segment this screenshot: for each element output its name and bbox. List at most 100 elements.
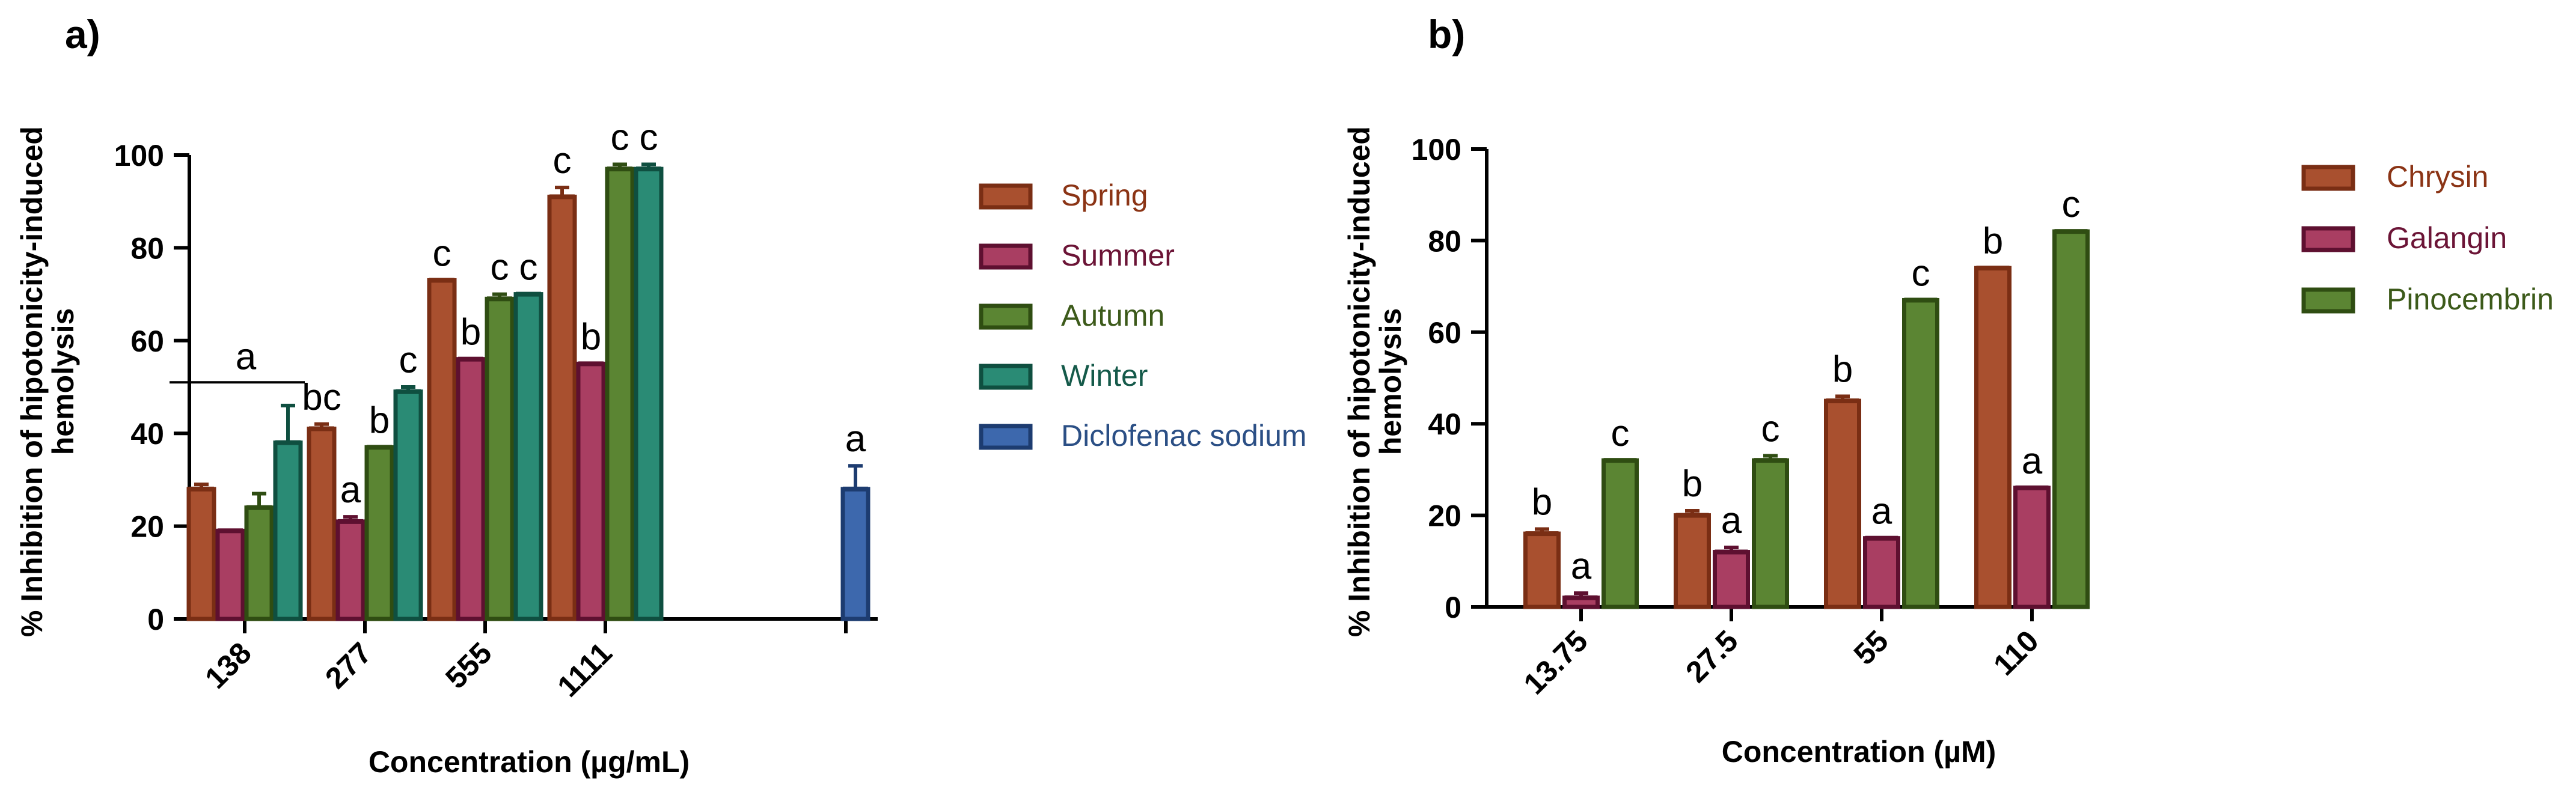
y-axis-title: hemolysis [1374,308,1407,455]
x-tick-label: 55 [1847,624,1895,671]
significance-letter: c [2062,184,2081,225]
bar-pinocembrin [1902,297,1939,609]
bar-top-edge [338,519,363,524]
y-tick-label: 40 [130,417,164,451]
x-tick-label: 555 [439,636,498,695]
y-axis-title: % Inhibition of hipotonicity-induced [1342,126,1376,637]
bar-top-edge [1754,458,1787,463]
y-tick-label: 80 [130,231,164,265]
bar-spring [547,194,577,621]
bar-chrysin [1523,531,1561,609]
bar-spring [186,487,216,621]
y-tick-label: 20 [130,510,164,544]
legend-swatch [2301,165,2355,191]
bar-galangin [1713,550,1750,609]
bar-galangin [2013,486,2051,609]
y-axis-title: % Inhibition of hipotonicity-induced [15,126,49,637]
bar-autumn [364,445,394,621]
significance-letter: b [460,312,481,353]
bar-winter [393,389,423,621]
bar-top-edge [1525,531,1559,537]
bar-top-edge [516,291,541,297]
significance-letter: c [399,340,418,381]
significance-letter: a [1571,546,1592,587]
bar-top-edge [843,486,868,492]
x-tick-label: 110 [1987,624,2045,682]
significance-letter: b [369,400,390,441]
significance-letter: b [1532,481,1552,523]
y-tick-label: 0 [147,603,164,636]
significance-letter: c [1611,413,1630,454]
significance-letter: b [581,316,601,358]
significance-letter: a [340,469,361,511]
bar-top-edge [1976,266,2010,271]
bar-winter [513,292,543,621]
significance-letter: b [1682,463,1703,505]
y-tick-label: 100 [114,139,164,172]
significance-letter: c [491,247,509,288]
x-tick-label: 138 [198,636,258,695]
panel-label: b) [1428,12,1465,56]
significance-letter: c [433,233,451,274]
x-axis-title: Concentration (µM) [1722,735,1996,769]
y-tick-label: 20 [1428,499,1461,533]
significance-letter: a [1871,491,1892,532]
bar-top-edge [636,166,661,172]
x-tick-label: 27.5 [1679,624,1744,689]
bar-winter [634,166,664,621]
bar-top-edge [1675,513,1709,518]
bar-galangin [1863,536,1900,609]
legend-swatch [979,303,1033,330]
bar-chrysin [1674,513,1711,609]
bar-chrysin [1974,266,2012,609]
y-tick-label: 60 [130,324,164,358]
significance-letter: bc [302,377,341,418]
significance-letter: a [845,418,866,460]
legend-swatch [2301,226,2355,252]
x-tick-label: 277 [319,636,378,695]
significance-letter: c [640,117,658,158]
x-tick-label: 13.75 [1517,624,1594,701]
chart-panel-b: b) 0 20 40 60 80 100 13.75 27.5 55 110 Concentratio… [1342,12,2554,769]
x-axis-title: Concentration (µg/mL) [369,745,690,779]
bar-top-edge [2054,229,2088,234]
significance-letter: c [611,117,629,158]
legend-swatch [2301,287,2355,314]
bar-autumn [244,505,274,621]
legend-swatch [979,183,1033,210]
bar-top-edge [1865,535,1898,541]
chart-panel-a: a) 0 20 40 60 80 100 138 277 555 1111 Concentration… [15,12,1307,779]
y-tick-label: 40 [1428,407,1461,441]
legend-swatch [979,243,1033,270]
bar-top-edge [429,278,454,283]
bar-top-edge [1564,595,1598,600]
bar-top-edge [487,296,512,302]
significance-letter: b [1983,221,2003,262]
y-axis-title: hemolysis [46,308,80,455]
legend-label: Spring [1061,178,1148,212]
significance-letter: c [553,140,572,181]
bar-summer [576,361,606,621]
bar-top-edge [1826,398,1859,404]
bar-top-edge [2015,485,2049,490]
bar-top-edge [367,445,392,450]
bar-top-edge [1603,458,1637,463]
bar-top-edge [189,486,214,492]
y-tick-label: 100 [1412,133,1461,166]
bar-summer [456,357,486,621]
bar-diclofenac-sodium [840,487,870,621]
bar-top-edge [458,356,483,362]
legend-label: Chrysin [2387,160,2488,193]
bar-spring [307,426,337,621]
significance-letter: c [519,247,538,288]
legend-label: Galangin [2387,221,2507,255]
bar-top-edge [275,440,301,445]
bar-top-edge [246,505,272,510]
legend-label: Diclofenac sodium [1061,419,1307,452]
significance-letter: a [2022,440,2043,482]
bar-summer [335,519,366,621]
panel-label: a) [65,12,100,56]
bar-spring [427,278,457,621]
bar-autumn [605,166,635,621]
